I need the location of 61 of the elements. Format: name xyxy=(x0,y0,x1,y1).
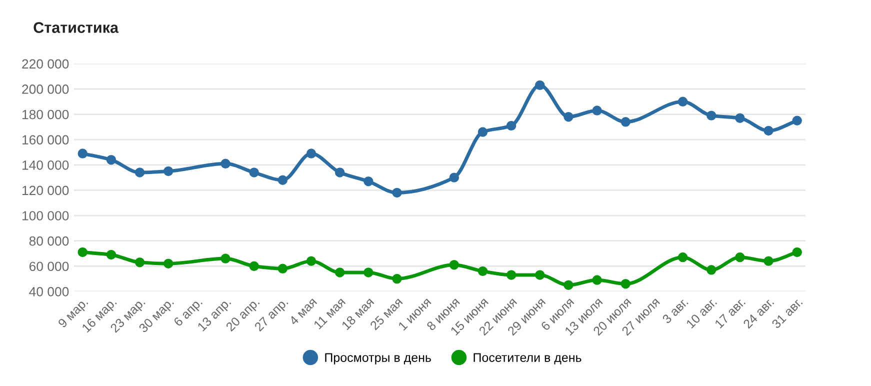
point xyxy=(678,96,688,107)
point xyxy=(592,275,602,285)
y-tick-label: 180 000 xyxy=(22,110,69,120)
y-tick-label: 140 000 xyxy=(22,160,69,170)
point xyxy=(249,261,259,271)
point xyxy=(506,270,516,280)
point xyxy=(564,280,574,290)
point xyxy=(792,116,802,126)
point xyxy=(220,158,230,169)
point xyxy=(163,258,174,268)
y-tick-label: 40 000 xyxy=(29,286,69,296)
y-tick-label: 60 000 xyxy=(29,262,69,272)
point xyxy=(392,274,402,284)
point xyxy=(364,268,374,278)
x-tick-label: 31 авг. xyxy=(771,297,803,329)
y-tick-label: 120 000 xyxy=(22,186,69,196)
y-tick-label: 100 000 xyxy=(22,211,69,220)
point xyxy=(306,256,316,266)
chart-title: Статистика xyxy=(34,22,119,33)
point xyxy=(620,278,630,289)
point xyxy=(364,176,374,186)
point xyxy=(78,247,88,258)
x-tick-label: 3 авг. xyxy=(662,297,688,324)
point xyxy=(278,175,288,185)
point xyxy=(535,270,545,280)
point xyxy=(449,172,460,182)
legend-label: Посетители в день xyxy=(474,353,582,364)
legend-label: Просмотры в день xyxy=(325,353,431,364)
point xyxy=(306,148,316,158)
point xyxy=(678,252,688,262)
point xyxy=(792,247,802,258)
point xyxy=(106,250,116,260)
point xyxy=(449,260,460,270)
point xyxy=(564,112,574,122)
point xyxy=(334,168,345,178)
y-tick-label: 220 000 xyxy=(22,59,69,69)
point xyxy=(134,168,145,178)
point xyxy=(78,148,88,158)
point xyxy=(392,188,402,198)
point xyxy=(478,266,488,276)
point xyxy=(706,265,716,275)
point xyxy=(764,126,774,136)
point xyxy=(706,110,716,120)
y-tick-label: 200 000 xyxy=(22,84,69,94)
point xyxy=(106,154,116,165)
point xyxy=(334,268,345,278)
point xyxy=(535,80,545,90)
y-tick-label: 80 000 xyxy=(29,236,69,246)
point xyxy=(249,168,259,178)
point xyxy=(278,264,288,274)
point xyxy=(220,254,230,264)
point xyxy=(735,113,745,123)
point xyxy=(134,257,145,268)
y-tick-label: 160 000 xyxy=(22,135,69,145)
point xyxy=(506,120,516,131)
point xyxy=(478,127,488,137)
point xyxy=(592,106,602,116)
point xyxy=(764,256,774,266)
point xyxy=(735,252,745,262)
point xyxy=(620,117,630,127)
point xyxy=(163,166,174,176)
